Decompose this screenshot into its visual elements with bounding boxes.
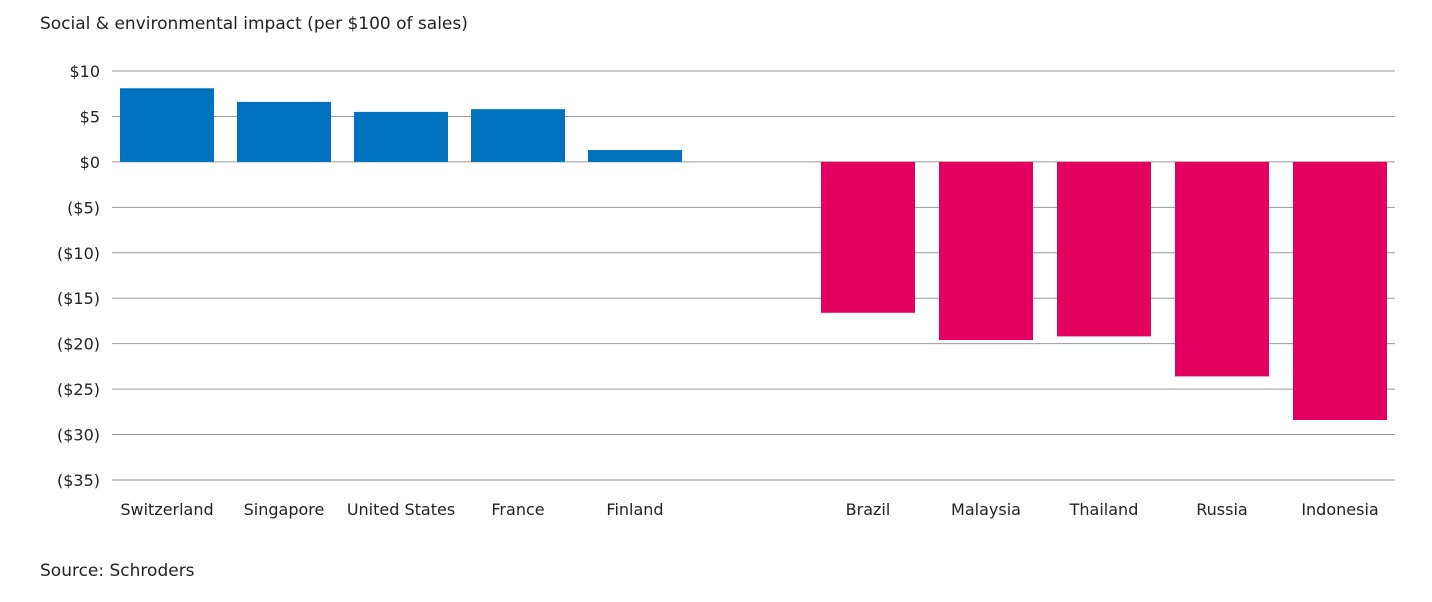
y-tick-label: ($10) xyxy=(57,244,100,263)
category-label: Switzerland xyxy=(120,500,213,519)
y-tick-label: $10 xyxy=(69,62,100,81)
category-label: Brazil xyxy=(846,500,891,519)
source-note: Source: Schroders xyxy=(40,561,195,581)
y-tick-label: $0 xyxy=(80,153,100,172)
category-label: France xyxy=(491,500,544,519)
y-tick-label: ($15) xyxy=(57,289,100,308)
y-tick-label: ($25) xyxy=(57,380,100,399)
category-label: Finland xyxy=(606,500,663,519)
category-label: Malaysia xyxy=(951,500,1021,519)
bar-singapore xyxy=(237,101,331,162)
bar-malaysia xyxy=(939,161,1033,341)
y-axis-ticks: $10 $5 $0 ($5) ($10) ($15) ($20) ($25) ($30) ($35… xyxy=(57,62,100,490)
y-tick-label: ($20) xyxy=(57,335,100,354)
bar-indonesia xyxy=(1293,161,1387,421)
bar-brazil xyxy=(821,161,915,313)
category-label: Indonesia xyxy=(1301,500,1378,519)
bar-united-states xyxy=(354,111,448,162)
chart-title: Social & environmental impact (per $100 … xyxy=(40,14,468,34)
x-axis-categories: Switzerland Singapore United States France F… xyxy=(120,500,1378,519)
bar-france xyxy=(471,109,565,162)
category-label: Russia xyxy=(1196,500,1247,519)
y-tick-label: ($5) xyxy=(67,198,100,217)
bars xyxy=(120,88,1387,421)
y-tick-label: $5 xyxy=(80,107,100,126)
category-label: Singapore xyxy=(244,500,325,519)
y-tick-label: ($30) xyxy=(57,426,100,445)
y-tick-label: ($35) xyxy=(57,471,100,490)
category-label: Thailand xyxy=(1069,500,1139,519)
bar-thailand xyxy=(1057,161,1151,337)
bar-finland xyxy=(588,150,682,162)
bar-switzerland xyxy=(120,88,214,162)
bar-russia xyxy=(1175,161,1269,377)
category-label: United States xyxy=(347,500,455,519)
